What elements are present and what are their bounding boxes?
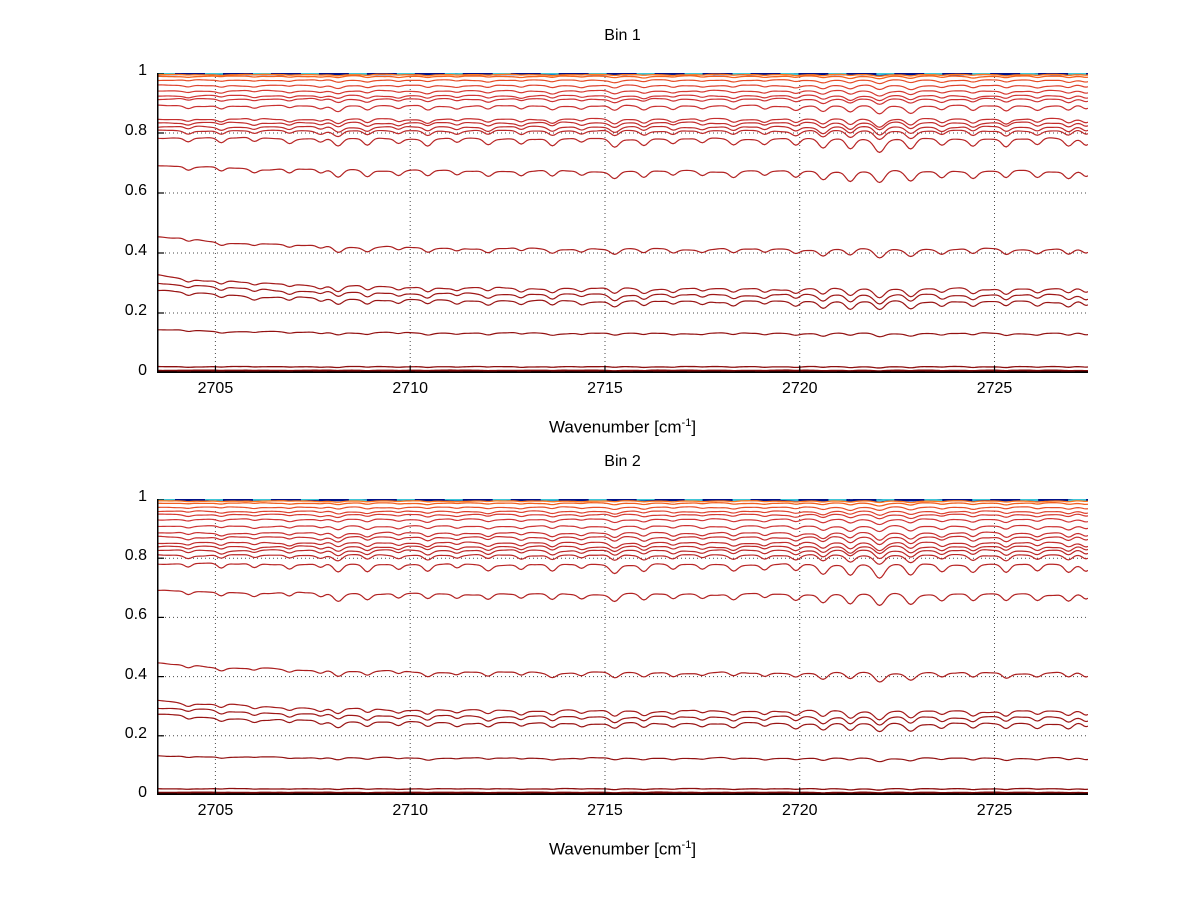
series-line-s09 (157, 517, 1088, 526)
series-line-s20 (157, 282, 1088, 305)
subplot-bin1: Bin 1 Transmittance [1] Wavenumber [cm-1… (125, 27, 1088, 437)
series-line-s22 (157, 713, 1088, 733)
x-tick-label: 2705 (197, 802, 234, 819)
series-line-s07 (157, 510, 1088, 516)
series-line-s04 (157, 73, 1088, 77)
series-group (157, 499, 1088, 795)
gridlines (157, 499, 1088, 795)
y-tick-label: 0.4 (124, 665, 147, 683)
x-tick-label: 2705 (197, 380, 234, 397)
x-tick-label: 2715 (587, 380, 623, 397)
series-line-s17 (157, 562, 1088, 579)
series-line-s08 (157, 513, 1088, 520)
y-tick-label: 0 (138, 362, 147, 379)
y-tick-label: 0.2 (124, 302, 147, 319)
series-line-s05 (157, 75, 1088, 80)
series-line-s06 (157, 79, 1088, 85)
axes (157, 499, 1088, 795)
x-axis-label-close-bracket: ] (691, 417, 697, 437)
y-tick-label: 0.8 (124, 547, 147, 565)
series-line-s13 (157, 121, 1088, 131)
series-line-s24-band (157, 369, 1088, 373)
series-line-s19 (157, 662, 1088, 683)
x-tick-label: 2725 (976, 802, 1013, 819)
series-line-s06 (157, 506, 1088, 512)
x-axis-label-text: Wavenumber [cm (548, 839, 682, 859)
series-line-s12 (157, 535, 1088, 546)
series-line-s11 (157, 531, 1088, 541)
series-line-s23 (157, 365, 1088, 369)
x-tick-label: 2715 (587, 802, 623, 819)
x-tick-label: 2710 (392, 380, 428, 397)
series-line-ref-cyan (157, 73, 1088, 76)
series-line-s17 (157, 165, 1088, 184)
x-axis-label-bin2: Wavenumber [cm-1] (157, 839, 1088, 860)
plot-area-bin2 (157, 499, 1088, 795)
x-axis-label-text: Wavenumber [cm (548, 417, 682, 437)
series-group (157, 73, 1088, 373)
plot-area-bin1 (157, 73, 1088, 373)
x-tick-label: 2720 (781, 802, 818, 819)
series-line-s21 (157, 289, 1088, 311)
series-line-ref-cyan (157, 499, 1088, 502)
series-line-s16 (157, 553, 1088, 565)
series-line-s16 (157, 136, 1088, 154)
y-tick-label: 0 (138, 784, 147, 801)
plot-title-bin1: Bin 1 (604, 27, 641, 44)
series-line-s14 (157, 125, 1088, 136)
y-tick-label: 1 (138, 62, 147, 79)
series-line-s20 (157, 699, 1088, 721)
x-axis-label-superscript: -1 (681, 839, 692, 851)
x-axis-label-superscript: -1 (681, 417, 692, 429)
series-line-s19 (157, 274, 1088, 299)
series-line-s14 (157, 545, 1088, 555)
subplot-bin2: Bin 2 Transmittance [1] Wavenumber [cm-1… (125, 453, 1088, 859)
x-axis-label-bin1: Wavenumber [cm-1] (157, 417, 1088, 438)
series-line-s24 (157, 787, 1088, 791)
series-line-s15 (157, 129, 1088, 141)
y-tick-label: 1 (138, 488, 147, 505)
x-tick-label: 2725 (976, 380, 1013, 397)
series-line-s21 (157, 707, 1088, 726)
series-line-s22 (157, 329, 1088, 338)
series-line-s10 (157, 97, 1088, 105)
series-line-s13 (157, 541, 1088, 552)
series-line-s04 (157, 500, 1088, 504)
axes (157, 73, 1088, 373)
y-tick-label: 0.8 (124, 122, 147, 139)
series-line-s25-band (157, 791, 1088, 795)
y-tick-label: 0.6 (124, 606, 147, 624)
y-tick-label: 0.4 (124, 242, 147, 259)
series-line-s18 (157, 589, 1088, 607)
x-axis-label-close-bracket: ] (691, 839, 697, 859)
series-line-s08 (157, 89, 1088, 97)
series-line-s09 (157, 94, 1088, 102)
series-line-s10 (157, 524, 1088, 533)
gridlines (157, 73, 1088, 373)
series-line-s15 (157, 549, 1088, 560)
series-line-s05 (157, 502, 1088, 507)
series-line-s18 (157, 236, 1088, 259)
x-tick-label: 2710 (392, 802, 428, 819)
series-line-s23 (157, 755, 1088, 763)
series-line-s12 (157, 117, 1088, 128)
y-tick-label: 0.6 (124, 182, 147, 199)
y-tick-label: 0.2 (124, 724, 147, 742)
series-line-s11 (157, 104, 1088, 115)
series-line-s07 (157, 84, 1088, 91)
plot-title-bin2: Bin 2 (604, 453, 641, 470)
x-tick-label: 2720 (781, 380, 818, 397)
